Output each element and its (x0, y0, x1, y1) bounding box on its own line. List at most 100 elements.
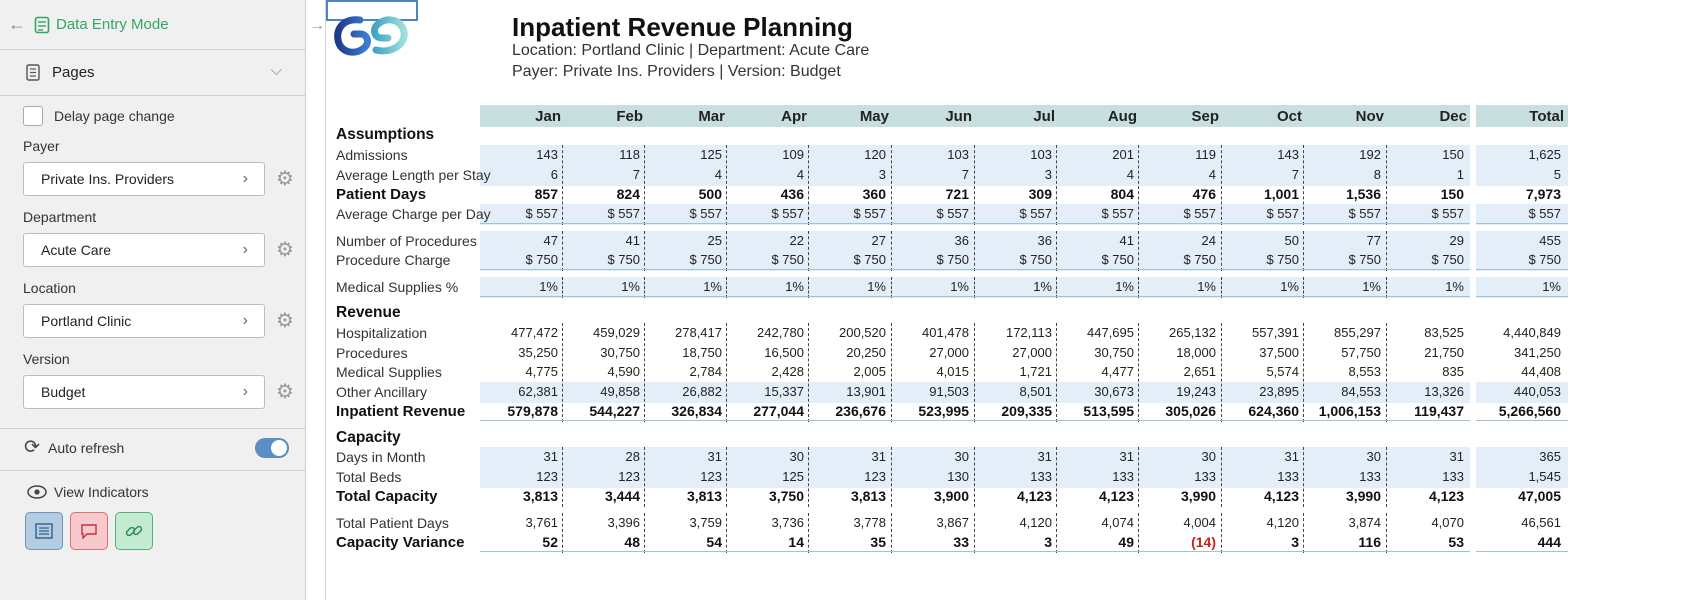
table-cell[interactable]: 133 (1112, 469, 1134, 484)
table-cell[interactable]: 1% (703, 279, 722, 294)
table-cell[interactable]: $ 750 (1183, 252, 1216, 267)
table-cell[interactable]: 49,858 (600, 384, 640, 399)
table-cell[interactable]: 29 (1449, 233, 1464, 248)
table-cell[interactable]: 91,503 (929, 384, 969, 399)
table-cell[interactable]: 13,901 (846, 384, 886, 399)
table-cell[interactable]: 1% (785, 279, 804, 294)
table-cell[interactable]: 133 (1194, 469, 1216, 484)
table-cell[interactable]: $ 557 (1348, 206, 1381, 221)
table-cell[interactable]: 1% (1033, 279, 1052, 294)
table-cell[interactable]: 31 (1119, 449, 1134, 464)
table-cell[interactable]: 192 (1359, 147, 1381, 162)
location-selector[interactable]: Portland Clinic › (23, 304, 265, 338)
table-cell[interactable]: $ 750 (525, 252, 558, 267)
table-cell[interactable]: 22 (789, 233, 804, 248)
table-cell[interactable]: 50 (1284, 233, 1299, 248)
table-cell[interactable]: $ 750 (771, 252, 804, 267)
table-cell[interactable]: $ 750 (1348, 252, 1381, 267)
table-cell[interactable]: $ 557 (1431, 206, 1464, 221)
table-cell[interactable]: 133 (1277, 469, 1299, 484)
table-cell[interactable]: 1% (621, 279, 640, 294)
table-cell[interactable]: 25 (707, 233, 722, 248)
table-cell[interactable]: 4 (796, 167, 804, 182)
table-cell[interactable]: 36 (954, 233, 969, 248)
table-cell[interactable]: $ 750 (936, 252, 969, 267)
table-cell[interactable]: 1 (1456, 167, 1464, 182)
table-cell[interactable]: 120 (864, 147, 886, 162)
payer-selector[interactable]: Private Ins. Providers › (23, 162, 265, 196)
data-entry-mode-row[interactable]: ← Data Entry Mode (0, 0, 306, 50)
table-cell[interactable]: 62,381 (518, 384, 558, 399)
table-cell[interactable]: 150 (1442, 147, 1464, 162)
table-cell[interactable]: 123 (864, 469, 886, 484)
forward-arrow-icon[interactable]: → (309, 17, 325, 34)
table-cell[interactable]: 6 (550, 167, 558, 182)
table-cell[interactable]: 36 (1037, 233, 1052, 248)
gear-icon[interactable]: ⚙ (276, 239, 294, 261)
table-cell[interactable]: 143 (536, 147, 558, 162)
table-cell[interactable]: $ 750 (1528, 252, 1561, 267)
table-cell[interactable]: $ 557 (689, 206, 722, 221)
table-cell[interactable]: 1% (1197, 279, 1216, 294)
table-cell[interactable]: 123 (700, 469, 722, 484)
department-selector[interactable]: Acute Care › (23, 233, 265, 267)
table-cell[interactable]: $ 557 (936, 206, 969, 221)
version-selector[interactable]: Budget › (23, 375, 265, 409)
table-cell[interactable]: 31 (543, 449, 558, 464)
table-cell[interactable]: 1,545 (1528, 469, 1561, 484)
table-cell[interactable]: 19,243 (1176, 384, 1216, 399)
table-cell[interactable]: 118 (619, 147, 640, 162)
table-cell[interactable]: 130 (947, 469, 969, 484)
table-cell[interactable]: 1% (1115, 279, 1134, 294)
table-cell[interactable]: 7 (1291, 167, 1299, 182)
table-cell[interactable]: 201 (1112, 147, 1134, 162)
table-cell[interactable]: 27 (871, 233, 886, 248)
table-cell[interactable]: 84,553 (1341, 384, 1381, 399)
table-cell[interactable]: 123 (536, 469, 558, 484)
table-cell[interactable]: 41 (625, 233, 640, 248)
table-cell[interactable]: 26,882 (682, 384, 722, 399)
table-cell[interactable]: 5 (1553, 167, 1561, 182)
delay-page-change-checkbox[interactable] (23, 106, 43, 126)
table-cell[interactable]: 31 (707, 449, 722, 464)
table-cell[interactable]: $ 750 (607, 252, 640, 267)
table-cell[interactable]: 1% (950, 279, 969, 294)
table-cell[interactable]: 7 (961, 167, 969, 182)
table-cell[interactable]: 41 (1119, 233, 1134, 248)
table-cell[interactable]: 4 (1126, 167, 1134, 182)
table-cell[interactable]: 455 (1539, 233, 1561, 248)
table-cell[interactable]: 24 (1201, 233, 1216, 248)
table-cell[interactable]: $ 750 (1266, 252, 1299, 267)
link-indicator-button[interactable] (115, 512, 153, 550)
table-cell[interactable]: 1% (1542, 279, 1561, 294)
table-cell[interactable]: $ 557 (1266, 206, 1299, 221)
table-cell[interactable]: 143 (1277, 147, 1299, 162)
table-cell[interactable]: 8,501 (1019, 384, 1052, 399)
table-cell[interactable]: $ 750 (853, 252, 886, 267)
table-cell[interactable]: 77 (1366, 233, 1381, 248)
selected-cell-outline[interactable] (326, 0, 418, 21)
table-cell[interactable]: 31 (1037, 449, 1052, 464)
table-cell[interactable]: 31 (871, 449, 886, 464)
table-cell[interactable]: 103 (947, 147, 969, 162)
table-cell[interactable]: 30 (1366, 449, 1381, 464)
table-cell[interactable]: 109 (782, 147, 804, 162)
table-cell[interactable]: $ 557 (1183, 206, 1216, 221)
list-indicator-button[interactable] (25, 512, 63, 550)
collapse-strip[interactable]: → (306, 0, 326, 600)
table-cell[interactable]: $ 750 (689, 252, 722, 267)
table-cell[interactable]: 123 (618, 469, 640, 484)
pages-dropdown[interactable]: Pages ⌵ (0, 50, 306, 96)
table-cell[interactable]: $ 750 (1431, 252, 1464, 267)
table-cell[interactable]: 4 (714, 167, 722, 182)
table-cell[interactable]: $ 557 (1528, 206, 1561, 221)
table-cell[interactable]: 125 (782, 469, 804, 484)
table-cell[interactable]: 440,053 (1514, 384, 1561, 399)
table-cell[interactable]: 15,337 (764, 384, 804, 399)
comment-indicator-button[interactable] (70, 512, 108, 550)
table-cell[interactable]: 133 (1442, 469, 1464, 484)
table-cell[interactable]: 30,673 (1094, 384, 1134, 399)
table-cell[interactable]: $ 557 (771, 206, 804, 221)
table-cell[interactable]: 30 (789, 449, 804, 464)
auto-refresh-toggle[interactable] (255, 438, 289, 458)
